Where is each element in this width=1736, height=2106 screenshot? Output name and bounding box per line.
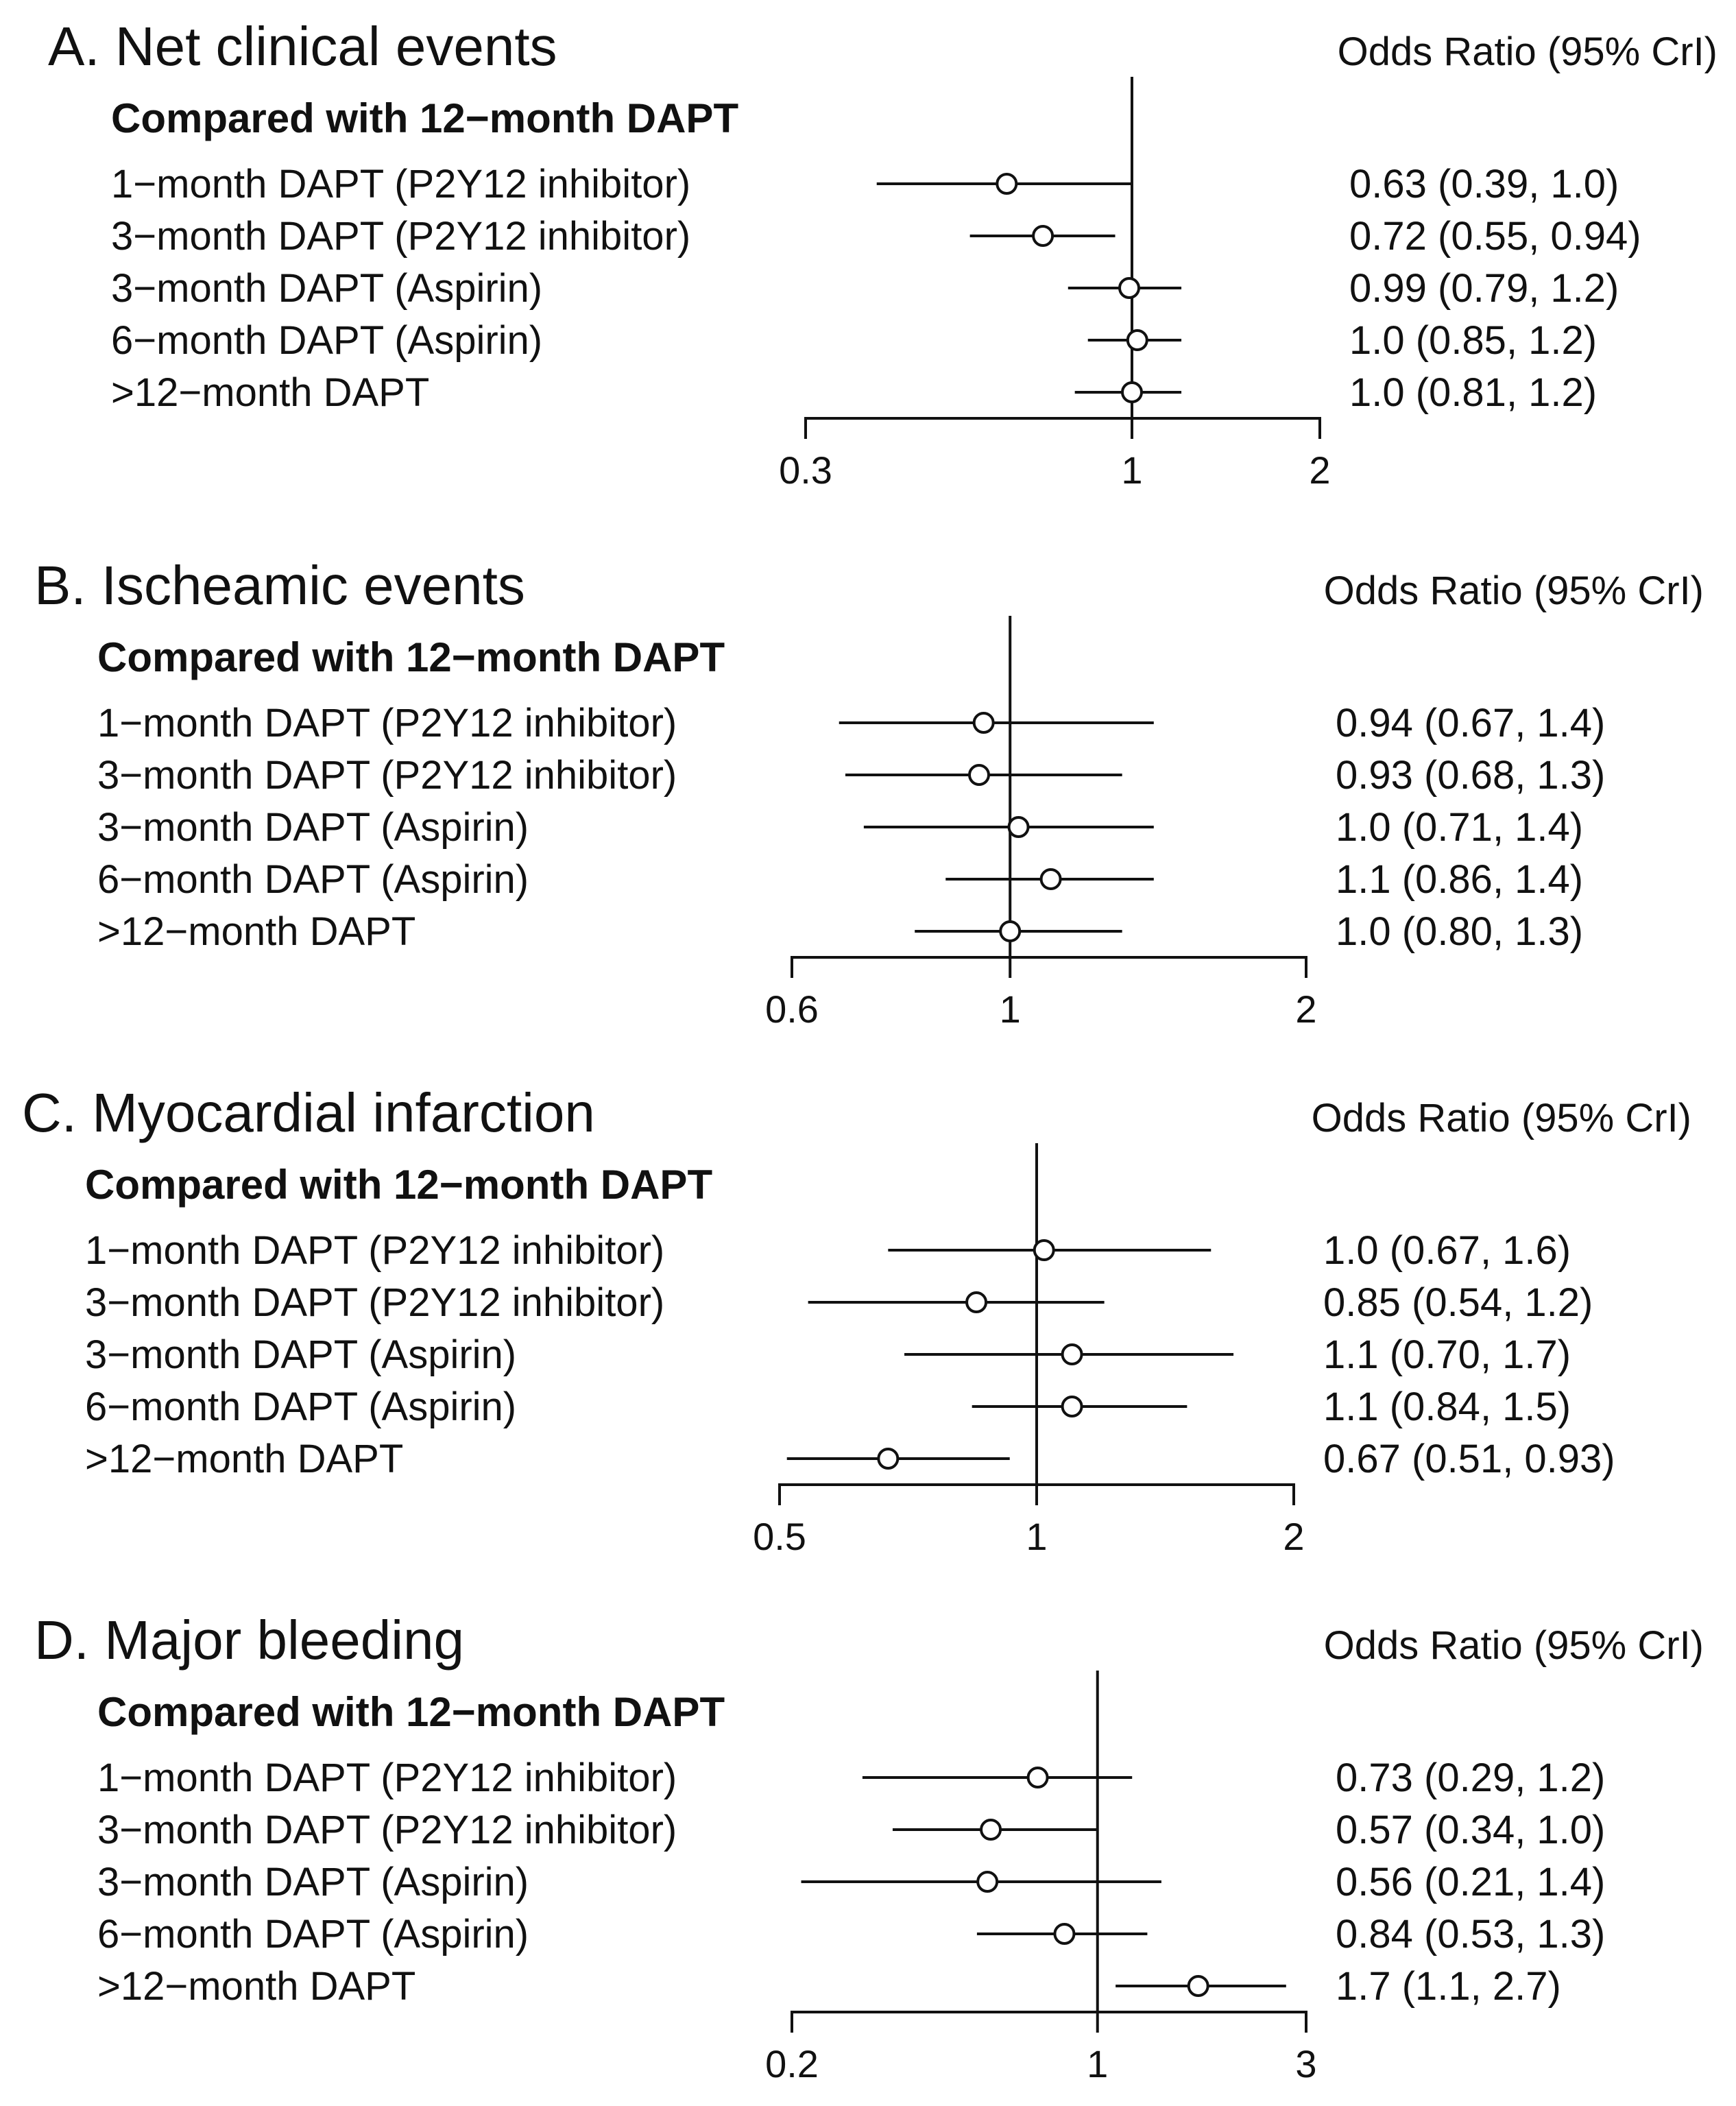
- panel-title: C. Myocardial infarction: [22, 1082, 595, 1143]
- point-estimate: [1039, 868, 1062, 890]
- estimate-text: 0.57 (0.34, 1.0): [1336, 1808, 1605, 1852]
- x-axis: [791, 2011, 1307, 2033]
- x-tick-label: 0.5: [753, 1515, 806, 1558]
- point-estimate: [1118, 277, 1141, 299]
- point-estimate: [1053, 1923, 1076, 1945]
- row-label: 6−month DAPT (Aspirin): [111, 318, 542, 363]
- x-tick-label: 0.3: [779, 448, 832, 492]
- row-label: 3−month DAPT (Aspirin): [85, 1332, 516, 1377]
- x-axis: [791, 956, 1307, 978]
- point-estimate: [1061, 1343, 1083, 1365]
- x-tick-label: 1: [1121, 448, 1142, 492]
- row-label: 6−month DAPT (Aspirin): [85, 1385, 516, 1429]
- row-label: 3−month DAPT (Aspirin): [111, 266, 542, 311]
- estimate-text: 1.0 (0.71, 1.4): [1336, 805, 1583, 850]
- panel-subtitle: Compared with 12−month DAPT: [97, 1689, 725, 1735]
- x-tick-label: 2: [1295, 988, 1316, 1031]
- estimate-text: 0.72 (0.55, 0.94): [1349, 214, 1641, 259]
- row-label: 3−month DAPT (P2Y12 inhibitor): [97, 1808, 677, 1852]
- point-estimate: [976, 1871, 999, 1893]
- x-tick-label: 0.6: [765, 988, 819, 1031]
- forest-panel-d: D. Major bleeding Compared with 12−month …: [34, 1610, 1704, 2085]
- x-tick-label: 1: [1026, 1515, 1047, 1558]
- estimate-text: 0.56 (0.21, 1.4): [1336, 1860, 1605, 1904]
- panel-title: D. Major bleeding: [34, 1610, 464, 1671]
- estimate-text: 0.93 (0.68, 1.3): [1336, 753, 1605, 798]
- estimate-text: 1.0 (0.80, 1.3): [1336, 909, 1583, 954]
- point-estimate: [965, 1291, 988, 1313]
- row-label: >12−month DAPT: [85, 1437, 403, 1481]
- x-tick-label: 0.2: [765, 2042, 819, 2085]
- estimate-text: 1.1 (0.70, 1.7): [1323, 1332, 1571, 1377]
- point-estimate: [877, 1448, 900, 1470]
- row-label: 6−month DAPT (Aspirin): [97, 857, 529, 902]
- panel-subtitle: Compared with 12−month DAPT: [97, 634, 725, 680]
- estimate-text: 0.94 (0.67, 1.4): [1336, 701, 1605, 745]
- x-tick-label: 1: [1087, 2042, 1108, 2085]
- estimate-text: 0.84 (0.53, 1.3): [1336, 1912, 1605, 1957]
- row-label: 3−month DAPT (P2Y12 inhibitor): [111, 214, 690, 259]
- row-label: 1−month DAPT (P2Y12 inhibitor): [97, 701, 677, 745]
- estimate-text: 0.67 (0.51, 0.93): [1323, 1437, 1615, 1481]
- point-estimate: [1026, 1767, 1049, 1788]
- row-label: 3−month DAPT (P2Y12 inhibitor): [85, 1280, 664, 1325]
- estimate-text: 1.0 (0.85, 1.2): [1349, 318, 1597, 363]
- estimate-text: 0.85 (0.54, 1.2): [1323, 1280, 1593, 1325]
- column-header: Odds Ratio (95% CrI): [1324, 1623, 1704, 1668]
- point-estimate: [1032, 225, 1054, 247]
- row-label: 1−month DAPT (P2Y12 inhibitor): [97, 1756, 677, 1800]
- forest-panel-a: A. Net clinical events Compared with 12−m…: [48, 16, 1717, 492]
- estimate-text: 0.63 (0.39, 1.0): [1349, 162, 1619, 206]
- estimate-text: 1.7 (1.1, 2.7): [1336, 1964, 1561, 2009]
- panel-subtitle: Compared with 12−month DAPT: [85, 1162, 712, 1208]
- row-label: 3−month DAPT (Aspirin): [97, 805, 529, 850]
- column-header: Odds Ratio (95% CrI): [1338, 29, 1717, 74]
- estimate-text: 0.73 (0.29, 1.2): [1336, 1756, 1605, 1800]
- estimate-text: 0.99 (0.79, 1.2): [1349, 266, 1619, 311]
- x-tick-label: 2: [1309, 448, 1330, 492]
- row-label: >12−month DAPT: [97, 909, 415, 954]
- point-estimate: [968, 764, 991, 786]
- forest-panel-c: C. Myocardial infarction Compared with 12…: [22, 1082, 1691, 1558]
- row-label: 6−month DAPT (Aspirin): [97, 1912, 529, 1957]
- point-estimate: [1187, 1975, 1209, 1997]
- estimate-text: 1.0 (0.67, 1.6): [1323, 1228, 1571, 1273]
- point-estimate: [1007, 816, 1030, 838]
- estimate-text: 1.0 (0.81, 1.2): [1349, 370, 1597, 415]
- x-tick-label: 2: [1283, 1515, 1304, 1558]
- row-label: 3−month DAPT (Aspirin): [97, 1860, 529, 1904]
- point-estimate: [1061, 1396, 1083, 1417]
- panel-title: B. Ischeamic events: [34, 555, 525, 616]
- point-estimate: [999, 920, 1022, 942]
- point-estimate: [1126, 329, 1148, 351]
- point-estimate: [972, 712, 995, 734]
- estimate-text: 1.1 (0.84, 1.5): [1323, 1385, 1571, 1429]
- panel-title: A. Net clinical events: [48, 16, 557, 77]
- x-tick-label: 3: [1295, 2042, 1316, 2085]
- row-label: 1−month DAPT (P2Y12 inhibitor): [111, 162, 690, 206]
- panel-subtitle: Compared with 12−month DAPT: [111, 95, 738, 141]
- forest-panel-b: B. Ischeamic events Compared with 12−mont…: [34, 555, 1704, 1031]
- x-tick-label: 1: [1000, 988, 1021, 1031]
- column-header: Odds Ratio (95% CrI): [1312, 1096, 1691, 1140]
- row-label: >12−month DAPT: [111, 370, 429, 415]
- point-estimate: [996, 173, 1018, 195]
- point-estimate: [1033, 1239, 1055, 1261]
- x-axis: [804, 417, 1321, 439]
- point-estimate: [1120, 381, 1143, 403]
- estimate-text: 1.1 (0.86, 1.4): [1336, 857, 1583, 902]
- column-header: Odds Ratio (95% CrI): [1324, 569, 1704, 613]
- point-estimate: [980, 1819, 1002, 1841]
- row-label: 3−month DAPT (P2Y12 inhibitor): [97, 753, 677, 798]
- row-label: >12−month DAPT: [97, 1964, 415, 2009]
- row-label: 1−month DAPT (P2Y12 inhibitor): [85, 1228, 664, 1273]
